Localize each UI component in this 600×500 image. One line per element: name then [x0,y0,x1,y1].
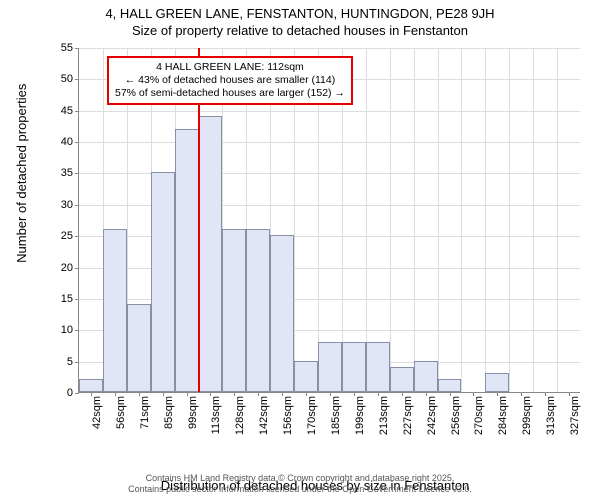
gridline-v [533,48,534,392]
y-tick-label: 15 [61,293,73,305]
x-tick-label: 170sqm [306,396,318,435]
x-tick-label: 56sqm [115,396,127,429]
chart-title-line1: 4, HALL GREEN LANE, FENSTANTON, HUNTINGD… [0,6,600,23]
y-tick-label: 30 [61,199,73,211]
histogram-bar [175,129,199,392]
histogram-bar [199,116,223,392]
annotation-line: 4 HALL GREEN LANE: 112sqm [156,61,304,73]
x-tick-label: 85sqm [163,396,175,429]
x-tick-label: 128sqm [234,396,246,435]
credit-line1: Contains HM Land Registry data © Crown c… [146,473,455,483]
y-tick-label: 50 [61,73,73,85]
chart-area: Number of detached properties 0510152025… [50,48,580,423]
histogram-bar [246,229,270,392]
plot-region: 051015202530354045505542sqm56sqm71sqm85s… [78,48,580,393]
y-tick-label: 55 [61,42,73,54]
y-tick-label: 45 [61,105,73,117]
x-tick-label: 313sqm [545,396,557,435]
histogram-bar [318,342,342,392]
x-tick-label: 99sqm [187,396,199,429]
histogram-bar [270,235,294,392]
gridline-v [557,48,558,392]
gridline-v [366,48,367,392]
credit-text: Contains HM Land Registry data © Crown c… [0,473,600,495]
histogram-bar [294,361,318,392]
gridline-v [485,48,486,392]
x-tick-label: 185sqm [330,396,342,435]
histogram-bar [414,361,438,392]
histogram-bar [103,229,127,392]
x-tick-label: 327sqm [569,396,581,435]
histogram-bar [366,342,390,392]
histogram-bar [342,342,366,392]
chart-title-block: 4, HALL GREEN LANE, FENSTANTON, HUNTINGD… [0,0,600,40]
annotation-line: 57% of semi-detached houses are larger (… [115,87,345,99]
x-tick-label: 156sqm [282,396,294,435]
histogram-bar [127,304,151,392]
histogram-bar [438,379,462,392]
x-tick-label: 242sqm [426,396,438,435]
gridline-h [79,111,580,112]
y-tick-label: 0 [67,387,73,399]
y-tick-label: 40 [61,136,73,148]
gridline-v [390,48,391,392]
x-tick-label: 71sqm [139,396,151,429]
gridline-v [509,48,510,392]
x-tick-label: 270sqm [473,396,485,435]
credit-line2: Contains public sector information licen… [128,484,472,494]
y-tick-label: 5 [67,356,73,368]
y-tick-label: 25 [61,230,73,242]
gridline-v [438,48,439,392]
y-tick-label: 20 [61,262,73,274]
y-axis-label: Number of detached properties [14,83,29,262]
x-tick-label: 199sqm [354,396,366,435]
gridline-h [79,48,580,49]
annotation-line: ← 43% of detached houses are smaller (11… [125,74,336,86]
x-tick-label: 256sqm [450,396,462,435]
chart-title-line2: Size of property relative to detached ho… [0,23,600,40]
x-tick-label: 284sqm [497,396,509,435]
histogram-bar [151,172,175,392]
gridline-v [414,48,415,392]
x-tick-label: 142sqm [258,396,270,435]
histogram-bar [222,229,246,392]
x-tick-label: 213sqm [378,396,390,435]
histogram-bar [79,379,103,392]
x-tick-label: 113sqm [210,396,222,434]
annotation-box: 4 HALL GREEN LANE: 112sqm← 43% of detach… [107,56,353,105]
x-tick-label: 299sqm [521,396,533,435]
gridline-v [461,48,462,392]
gridline-h [79,142,580,143]
x-tick-label: 42sqm [91,396,103,429]
y-tick-label: 10 [61,324,73,336]
x-tick-label: 227sqm [402,396,414,435]
histogram-bar [485,373,509,392]
y-tick-label: 35 [61,167,73,179]
histogram-bar [390,367,414,392]
